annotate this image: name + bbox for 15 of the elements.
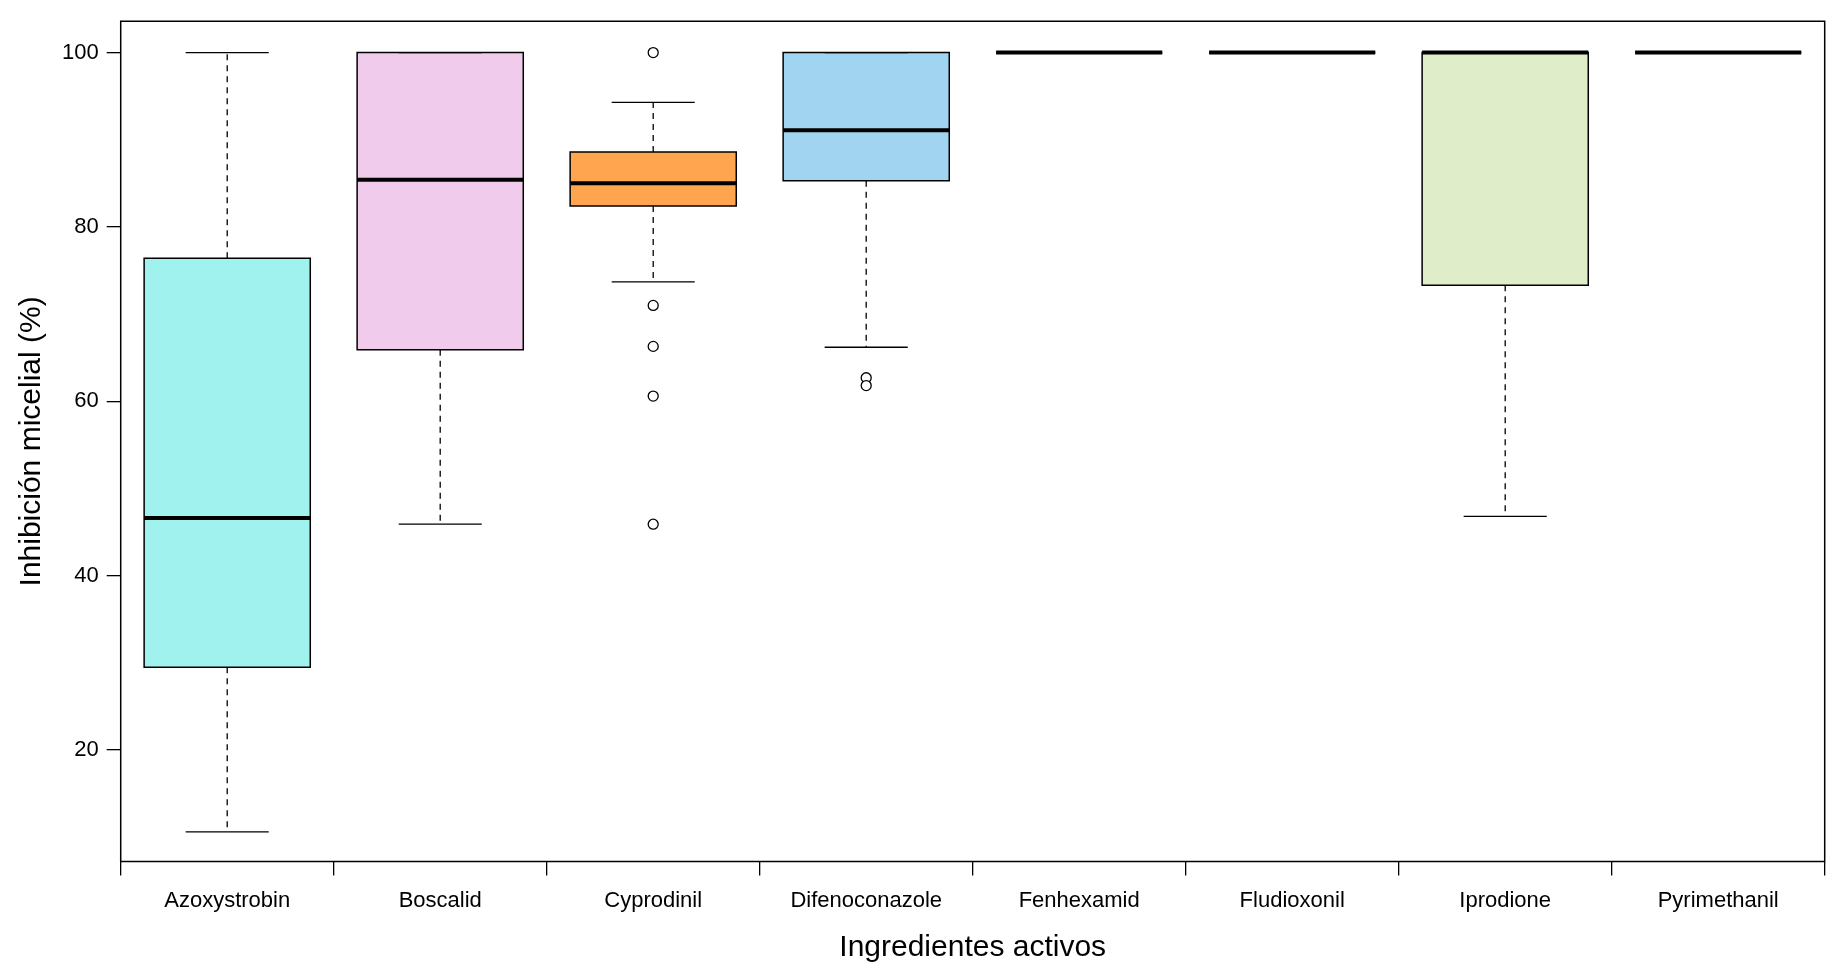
x-tick-label: Pyrimethanil: [1657, 886, 1779, 912]
y-tick-label: 100: [61, 38, 99, 64]
x-tick-label: Iprodione: [1459, 886, 1552, 912]
y-tick-label: 20: [74, 736, 99, 762]
y-tick-label: 40: [74, 561, 99, 587]
x-tick-label: Cyprodinil: [604, 886, 703, 912]
x-tick-label: Boscalid: [398, 886, 482, 912]
x-axis-title: Ingredientes activos: [839, 929, 1107, 963]
x-tick-label: Difenoconazole: [790, 886, 943, 912]
x-tick-label: Azoxystrobin: [164, 886, 291, 912]
y-tick-label: 80: [74, 213, 99, 238]
x-tick-label: Fludioxonil: [1239, 886, 1345, 912]
y-tick-label: 60: [74, 387, 99, 413]
x-tick-label: Fenhexamid: [1018, 886, 1140, 912]
y-axis-title: Inhibición micelial (%): [13, 296, 47, 587]
